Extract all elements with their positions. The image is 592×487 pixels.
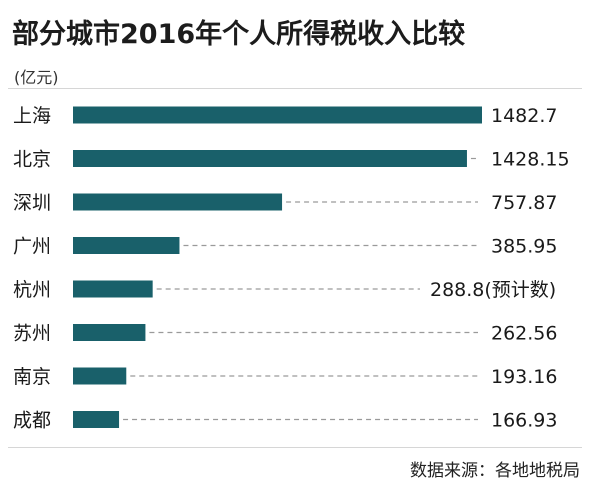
top-divider (8, 88, 582, 89)
category-label: 杭州 (13, 279, 51, 301)
bar (73, 411, 120, 428)
bottom-divider (8, 447, 582, 448)
source-note: 数据来源：各地地税局 (410, 461, 580, 481)
chart-title: 部分城市2016年个人所得税收入比较 (12, 19, 466, 50)
data-label: 262.56 (491, 323, 557, 345)
category-label: 成都 (13, 410, 51, 432)
bar (73, 150, 467, 167)
data-label: 385.95 (491, 236, 557, 258)
category-label: 广州 (13, 236, 51, 258)
category-label: 苏州 (13, 323, 51, 345)
unit-label: (亿元) (14, 68, 59, 87)
category-label: 北京 (13, 149, 51, 171)
category-label: 上海 (13, 105, 51, 127)
data-label: 1482.7 (491, 105, 557, 127)
bar (73, 106, 482, 124)
category-label: 南京 (13, 366, 51, 388)
data-label: 1428.15 (491, 149, 570, 171)
bar (73, 324, 146, 341)
category-label: 深圳 (13, 192, 51, 214)
bar (73, 367, 127, 385)
data-label: 193.16 (491, 366, 557, 388)
data-label: 757.87 (491, 192, 557, 214)
data-label: 288.8(预计数) (430, 279, 556, 301)
data-label: 166.93 (491, 410, 557, 432)
bar (73, 237, 180, 254)
bar (73, 193, 283, 211)
bar (73, 280, 153, 298)
